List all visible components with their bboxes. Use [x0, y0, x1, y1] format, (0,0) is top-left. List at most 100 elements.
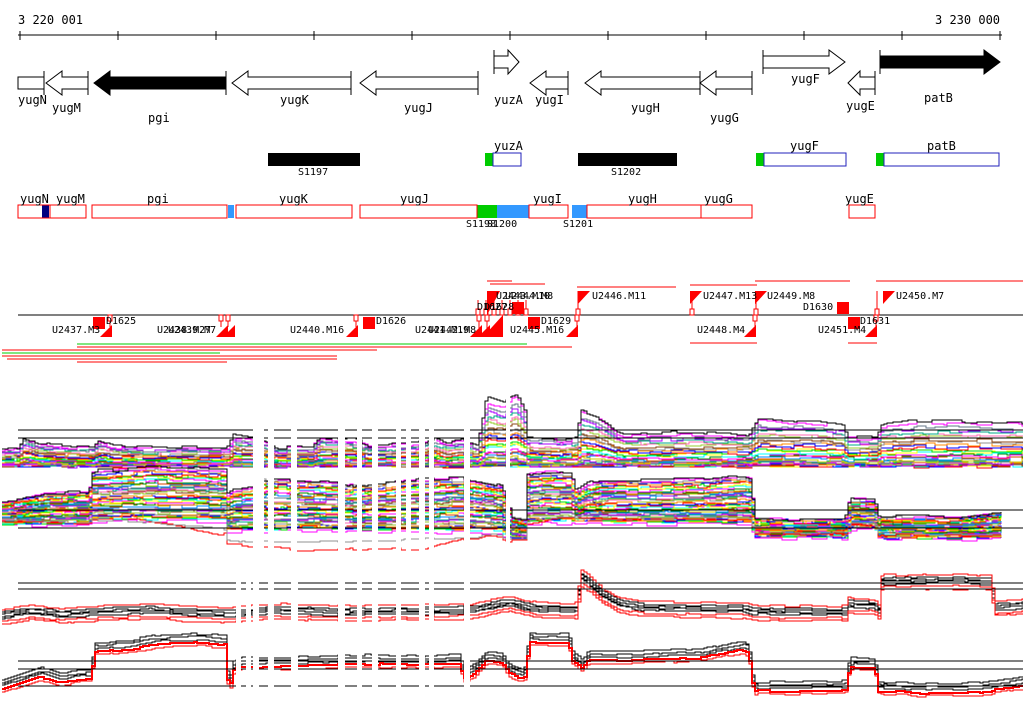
segment-label-s1200: S1200	[487, 219, 518, 230]
gene-box-label-yuge: yugE	[845, 192, 874, 206]
probe-flag-triangle	[744, 325, 756, 337]
probe-anchor-square	[218, 314, 224, 322]
probe-d1627[interactable]: D1627	[477, 302, 508, 313]
gene-label-yugm: yugM	[52, 101, 81, 115]
probe-d1626[interactable]: D1626	[376, 316, 407, 327]
probe-flag-triangle	[216, 325, 228, 337]
probe-u2443-m10[interactable]: U2443.M10	[496, 291, 551, 302]
gene-label-patb: patB	[924, 91, 953, 105]
probe-flag-triangle	[865, 325, 877, 337]
probe-gap-stripe	[338, 389, 345, 557]
feature-box-patb[interactable]	[883, 152, 1000, 167]
gene-label-yuge: yugE	[846, 99, 875, 113]
gene-box-yugi[interactable]	[528, 204, 569, 219]
probe-flag-triangle	[100, 325, 112, 337]
probe-anchor-square	[107, 314, 113, 322]
probe-flag-triangle	[566, 325, 578, 337]
probe-flag-triangle	[346, 325, 358, 337]
gene-box-label-yugg: yugG	[704, 192, 733, 206]
feature-box-yugf[interactable]	[763, 152, 847, 167]
probe-flag-triangle	[883, 291, 895, 304]
gene-box-label-yugh: yugH	[628, 192, 657, 206]
feature-start-patb[interactable]	[876, 153, 884, 166]
probe-u2447-m13[interactable]: U2447.M13	[703, 291, 758, 302]
probe-square-d1629[interactable]	[528, 317, 540, 329]
probe-u2448-m4[interactable]: U2448.M4	[697, 325, 746, 336]
gene-box-yugj[interactable]	[359, 204, 478, 219]
probe-anchor-square	[499, 308, 505, 316]
gene-label-yugh: yugH	[631, 101, 660, 115]
gene-box-label-yugn: yugN	[20, 192, 49, 206]
probe-gap-stripe	[372, 389, 378, 557]
segment-block-s1201[interactable]	[572, 205, 587, 218]
probe-u2442-m8[interactable]: U2442.M8	[428, 325, 477, 336]
probe-square-d1625[interactable]	[93, 317, 105, 329]
probe-u2441-m19[interactable]: U2441.M19	[415, 325, 470, 336]
probe-u2450-m7[interactable]: U2450.M7	[896, 291, 945, 302]
feature-label-s1197: S1197	[298, 167, 329, 178]
probe-u2449-m8[interactable]: U2449.M8	[767, 291, 816, 302]
feature-label-s1202: S1202	[611, 167, 642, 178]
probe-u2444-m8[interactable]: U2444.M8	[505, 291, 554, 302]
probe-square-d1630[interactable]	[837, 302, 849, 314]
probe-flag-triangle	[487, 291, 500, 315]
segment-block-unlabeled-blue[interactable]	[228, 205, 234, 218]
feature-bar-s1202[interactable]	[578, 153, 677, 166]
ruler-end-label: 3 230 000	[935, 13, 1001, 27]
probe-d1625[interactable]: D1625	[106, 316, 137, 327]
segment-block-s1200[interactable]	[497, 205, 529, 218]
probe-gap-stripe	[429, 566, 434, 699]
probe-gap-stripe	[268, 389, 274, 557]
probe-u2451-m4[interactable]: U2451.M4	[818, 325, 867, 336]
gene-box-yugk[interactable]	[235, 204, 353, 219]
probe-u2439-m7[interactable]: U2439.M7	[168, 325, 217, 336]
segment-block-unlabeled-navy[interactable]	[42, 205, 49, 218]
probe-u2440-m16[interactable]: U2440.M16	[290, 325, 345, 336]
probe-anchor-square	[491, 308, 497, 316]
gene-label-yugf: yugF	[791, 72, 820, 86]
probe-gap-stripe	[253, 566, 259, 699]
signal-track-4	[2, 632, 1023, 698]
probe-anchor-square	[873, 314, 879, 322]
probe-anchor-square	[225, 314, 231, 322]
probe-d1631[interactable]: D1631	[860, 316, 891, 327]
probe-gap-stripe	[372, 566, 378, 699]
feature-label-yugf: yugF	[790, 139, 819, 153]
feature-start-yuza[interactable]	[485, 153, 493, 166]
gene-box-yuge[interactable]	[848, 204, 876, 219]
probe-square-d1631[interactable]	[848, 317, 860, 329]
feature-label-yuza: yuzA	[494, 139, 523, 153]
probe-d1629[interactable]: D1629	[541, 316, 572, 327]
feature-box-yuza[interactable]	[492, 152, 522, 167]
segment-block-s1198[interactable]	[477, 205, 497, 218]
probe-gap-stripe	[419, 389, 425, 557]
probe-anchor-square	[574, 314, 580, 322]
gene-box-yugg[interactable]	[700, 204, 753, 219]
probe-flag-triangle	[578, 291, 590, 304]
gene-box-yugm[interactable]	[49, 204, 87, 219]
probe-u2445-m16[interactable]: U2445.M16	[510, 325, 565, 336]
probe-square-d1628[interactable]	[512, 302, 524, 314]
feature-start-yugf[interactable]	[756, 153, 764, 166]
probe-gap-stripe	[357, 389, 362, 557]
probe-u2446-m11[interactable]: U2446.M11	[592, 291, 647, 302]
probe-u2437-m3[interactable]: U2437.M3	[52, 325, 101, 336]
probe-flag-triangle	[223, 325, 235, 337]
segment-label-s1198: S1198	[466, 219, 497, 230]
gene-box-label-yugj: yugJ	[400, 192, 429, 206]
gene-box-pgi[interactable]	[91, 204, 228, 219]
gene-label-yugj: yugJ	[404, 101, 433, 115]
gene-box-label-yugk: yugK	[279, 192, 308, 206]
probe-square-d1626[interactable]	[363, 317, 375, 329]
gene-box-label-yugm: yugM	[56, 192, 85, 206]
signal-track-2	[2, 465, 1023, 552]
feature-bar-s1197[interactable]	[268, 153, 360, 166]
probe-gap-stripe	[338, 566, 345, 699]
probe-gap-stripe	[396, 566, 401, 699]
probe-u2438-m27[interactable]: U2438.M27	[157, 325, 212, 336]
probe-anchor-square	[476, 314, 482, 322]
probe-d1630[interactable]: D1630	[803, 302, 834, 313]
gene-box-label-yugi: yugI	[533, 192, 562, 206]
probe-d1628[interactable]: D1628	[484, 302, 515, 313]
